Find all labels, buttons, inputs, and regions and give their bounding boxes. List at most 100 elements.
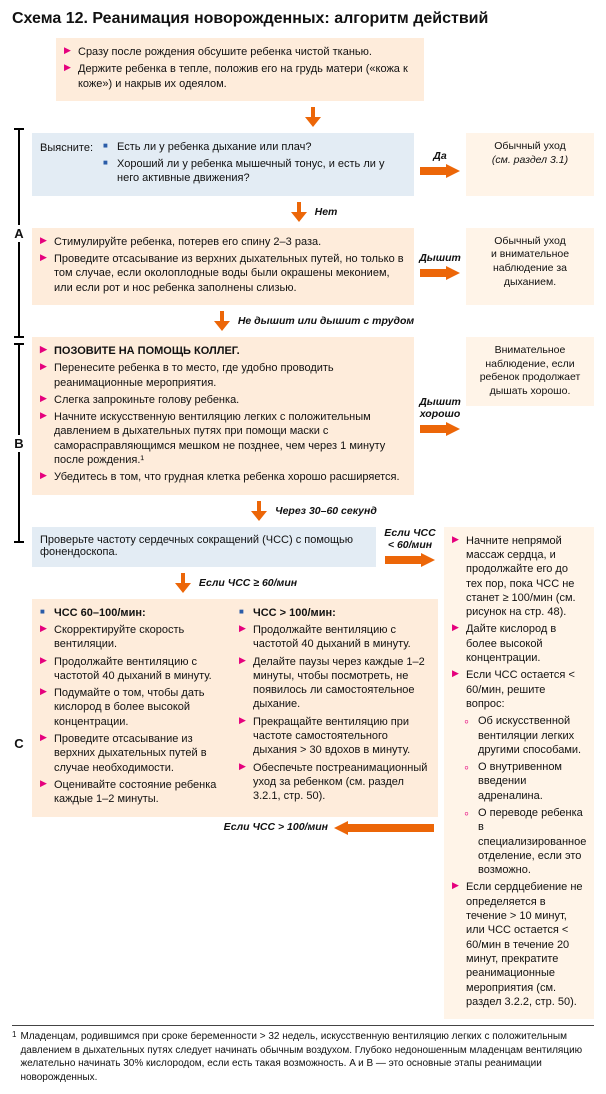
connector-breathes: Дышит xyxy=(420,228,460,305)
arrow-down-icon xyxy=(303,107,323,127)
colR-item: Делайте паузы через каждые 1–2 минуты, ч… xyxy=(239,655,430,712)
stepB-item: Перенесите ребенка в то место, где удобн… xyxy=(40,361,406,390)
rs-last-list: Если сердцебиение не определяется в тече… xyxy=(452,880,586,1009)
arrow-down-icon xyxy=(289,202,309,222)
colR-head-list: ЧСС > 100/мин: xyxy=(239,606,430,620)
colR-item: Обеспечьте постреанимационный уход за ре… xyxy=(239,761,430,804)
col-gt100: ЧСС > 100/мин: Продолжайте вентиляцию с … xyxy=(239,606,430,810)
label-well: Дышит хорошо xyxy=(419,396,461,420)
footnote-number: 1 xyxy=(12,1030,16,1084)
title-text: Реанимация новорожденных: алгоритм дейст… xyxy=(92,10,488,27)
check-text: Проверьте частоту сердечных сокращений (… xyxy=(40,534,353,558)
out-br-l2: и внимательное xyxy=(474,248,586,262)
label-b: B xyxy=(14,435,23,452)
colL-head: ЧСС 60–100/мин: xyxy=(40,606,231,620)
out-yes-l1: Обычный уход xyxy=(474,140,586,154)
box-rightside: Начните непрямой массаж сердца, и продол… xyxy=(444,527,594,1020)
two-col: ЧСС 60–100/мин: Скорректируйте скорость … xyxy=(40,606,430,810)
brace-a: A xyxy=(12,128,26,338)
row-gt100-arrow: Если ЧСС > 100/мин xyxy=(32,821,438,835)
colL-list: Скорректируйте скорость вентиляции. Прод… xyxy=(40,623,231,807)
label-gt100: Если ЧСС > 100/мин xyxy=(224,821,328,833)
colR-head: ЧСС > 100/мин: xyxy=(239,606,430,620)
title-number: Схема 12. xyxy=(12,10,88,27)
label-a: A xyxy=(14,225,23,242)
out-well: Внимательное наблюдение, если ребенок пр… xyxy=(466,337,594,406)
arrow-down-icon xyxy=(212,311,232,331)
rs-list: Начните непрямой массаж сердца, и продол… xyxy=(452,534,586,712)
arrow-down-icon xyxy=(173,573,193,593)
box-step0: Сразу после рождения обсушите ребенка чи… xyxy=(56,38,424,101)
bottom-left-block: Проверьте частоту сердечных сокращений (… xyxy=(32,527,438,835)
out-br-l1: Обычный уход xyxy=(474,235,586,249)
connector-lt60: Если ЧСС < 60/мин xyxy=(382,527,438,567)
side-labels: A B C xyxy=(12,38,26,1019)
rs-sublist: Об искусственной вентиляции легких други… xyxy=(464,714,586,877)
rs-sub: О переводе ребенка в специализированное … xyxy=(464,806,586,877)
box-stepA: Стимулируйте ребенка, потерев его спину … xyxy=(32,228,414,305)
stepA-list: Стимулируйте ребенка, потерев его спину … xyxy=(40,235,406,295)
assess-lead: Выясните: xyxy=(40,140,93,154)
arrow-down-1 xyxy=(32,105,594,129)
footnote: 1 Младенцам, родившимся при сроке береме… xyxy=(12,1030,594,1084)
row-check: Проверьте частоту сердечных сокращений (… xyxy=(32,527,438,567)
label-lt60: Если ЧСС < 60/мин xyxy=(382,527,438,551)
step0-item: Держите ребенка в тепле, положив его на … xyxy=(64,62,416,91)
arrow-right-icon xyxy=(420,164,460,178)
label-yes: Да xyxy=(433,150,446,162)
page-root: Схема 12. Реанимация новорожденных: алго… xyxy=(0,0,606,1094)
colL-head-list: ЧСС 60–100/мин: xyxy=(40,606,231,620)
assess-list: Есть ли у ребенка дыхание или плач? Хоро… xyxy=(103,140,406,189)
rs-last: Если сердцебиение не определяется в тече… xyxy=(452,880,586,1009)
row-stepA: Стимулируйте ребенка, потерев его спину … xyxy=(32,228,594,305)
stepB-item: Убедитесь в том, что грудная клетка ребе… xyxy=(40,470,406,484)
arrow-down-ge60: Если ЧСС ≥ 60/мин xyxy=(32,571,438,595)
out-yes-l2: (см. раздел 3.1) xyxy=(474,154,586,168)
brace-c: C xyxy=(12,603,26,883)
connector-well: Дышит хорошо xyxy=(420,337,460,495)
stepA-item: Проведите отсасывание из верхних дыхател… xyxy=(40,252,406,295)
main-layout: A B C Сразу после рождения обсушите ребе… xyxy=(12,38,594,1019)
stepB-head: ПОЗОВИТЕ НА ПОМОЩЬ КОЛЛЕГ. xyxy=(40,344,406,358)
stepB-list: ПОЗОВИТЕ НА ПОМОЩЬ КОЛЛЕГ. Перенесите ре… xyxy=(40,344,406,485)
label-breathes: Дышит xyxy=(419,252,461,264)
out-well-text: Внимательное наблюдение, если ребенок пр… xyxy=(474,344,586,399)
out-br-l3: наблюдение за дыханием. xyxy=(474,262,586,289)
colL-item: Скорректируйте скорость вентиляции. xyxy=(40,623,231,652)
box-assess: Выясните: Есть ли у ребенка дыхание или … xyxy=(32,133,414,196)
assess-item: Хороший ли у ребенка мышечный тонус, и е… xyxy=(103,157,406,186)
footnote-rule xyxy=(12,1025,594,1026)
arrow-right-icon xyxy=(420,422,460,436)
label-c: C xyxy=(14,735,23,752)
step0-list: Сразу после рождения обсушите ребенка чи… xyxy=(64,45,416,91)
colL-item: Оценивайте состояние ребенка каждые 1–2 … xyxy=(40,778,231,807)
colR-item: Прекращайте вентиляцию при частоте самос… xyxy=(239,715,430,758)
assess-item: Есть ли у ребенка дыхание или плач? xyxy=(103,140,406,154)
col-60-100: ЧСС 60–100/мин: Скорректируйте скорость … xyxy=(40,606,231,810)
label-no: Нет xyxy=(315,206,338,218)
out-yes: Обычный уход (см. раздел 3.1) xyxy=(466,133,594,196)
stepB-item: Начните искусственную вентиляцию легких … xyxy=(40,410,406,467)
arrow-right-icon xyxy=(385,553,435,567)
label-ge60: Если ЧСС ≥ 60/мин xyxy=(199,577,297,589)
colL-item: Продолжайте вентиляцию с частотой 40 дых… xyxy=(40,655,231,684)
stepB-item: Слегка запрокиньте голову ребенка. xyxy=(40,393,406,407)
stepA-item: Стимулируйте ребенка, потерев его спину … xyxy=(40,235,406,249)
row-stepB: ПОЗОВИТЕ НА ПОМОЩЬ КОЛЛЕГ. Перенесите ре… xyxy=(32,337,594,495)
colL-item: Проведите отсасывание из верхних дыхател… xyxy=(40,732,231,775)
rs-item: Начните непрямой массаж сердца, и продол… xyxy=(452,534,586,620)
flow-column: Сразу после рождения обсушите ребенка чи… xyxy=(32,38,594,1019)
colR-list: Продолжайте вентиляцию с частотой 40 дых… xyxy=(239,623,430,804)
step0-item: Сразу после рождения обсушите ребенка чи… xyxy=(64,45,416,59)
row-assess: Выясните: Есть ли у ребенка дыхание или … xyxy=(32,133,594,196)
row-bottom: Проверьте частоту сердечных сокращений (… xyxy=(32,527,594,1020)
label-nob: Не дышит или дышит с трудом xyxy=(238,315,414,327)
row-step0: Сразу после рождения обсушите ребенка чи… xyxy=(32,38,594,101)
box-twoCol: ЧСС 60–100/мин: Скорректируйте скорость … xyxy=(32,599,438,817)
out-breathes: Обычный уход и внимательное наблюдение з… xyxy=(466,228,594,305)
rs-sub: О внутривенном введении адреналина. xyxy=(464,760,586,803)
connector-yes: Да xyxy=(420,133,460,196)
diagram-title: Схема 12. Реанимация новорожденных: алго… xyxy=(12,10,594,28)
colL-item: Подумайте о том, чтобы дать кислород в б… xyxy=(40,686,231,729)
label-3060: Через 30–60 секунд xyxy=(275,505,377,517)
